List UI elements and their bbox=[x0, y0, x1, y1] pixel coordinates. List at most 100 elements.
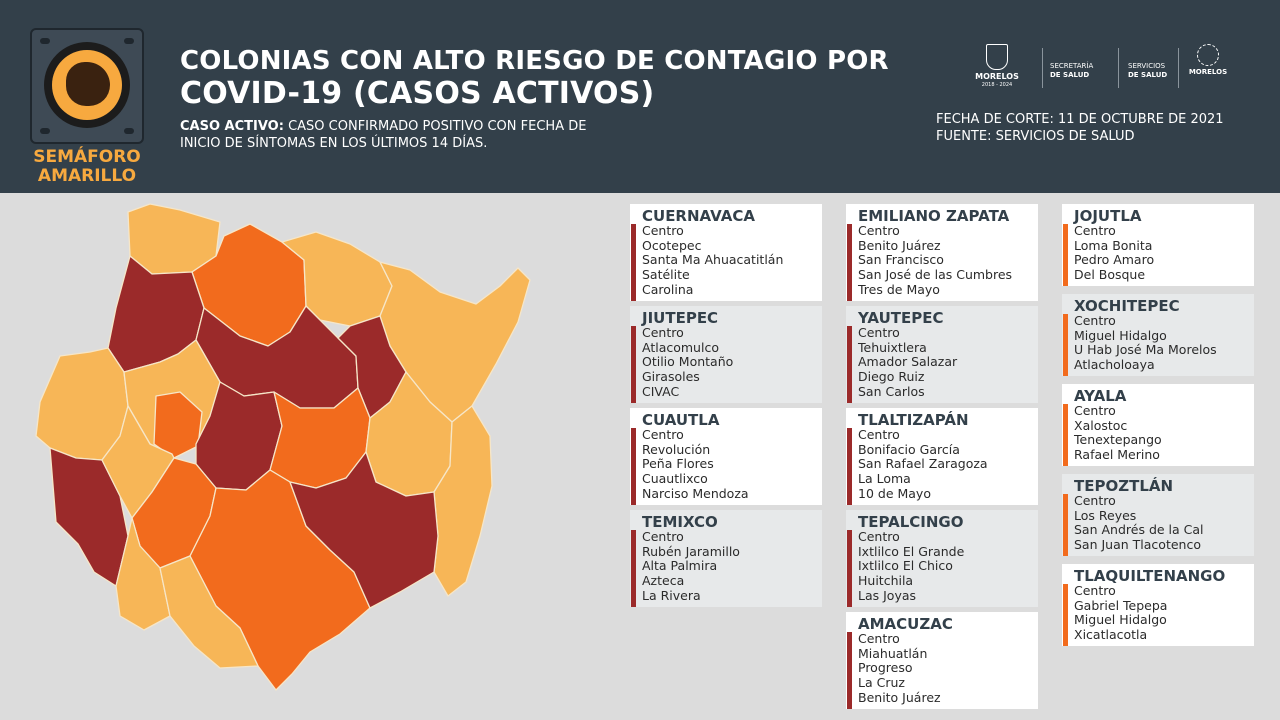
colonia-item: San Juan Tlacotenco bbox=[1074, 537, 1201, 553]
municipality-name: TEMIXCO bbox=[642, 513, 718, 531]
bolt-icon bbox=[40, 38, 50, 44]
map-region bbox=[289, 451, 439, 609]
definition-text: CASO ACTIVO: CASO CONFIRMADO POSITIVO CO… bbox=[180, 118, 700, 152]
colonia-item: Huitchila bbox=[858, 573, 914, 589]
colonia-item: Atlacholoaya bbox=[1074, 357, 1155, 373]
colonia-item: Peña Flores bbox=[642, 456, 714, 472]
semaforo-label: SEMÁFORO AMARILLO bbox=[10, 148, 164, 186]
colonia-item: Centro bbox=[858, 529, 900, 544]
colonia-item: Bonifacio García bbox=[858, 441, 960, 457]
title-line1: COLONIAS CON ALTO RIESGO DE CONTAGIO POR bbox=[180, 46, 889, 76]
definition-text-2: INICIO DE SÍNTOMAS EN LOS ÚLTIMOS 14 DÍA… bbox=[180, 136, 488, 151]
map-region bbox=[159, 555, 259, 669]
municipality-card-tepoztlan: TEPOZTLÁN Centro Los Reyes San Andrés de… bbox=[1062, 474, 1254, 556]
colonia-item: Del Bosque bbox=[1074, 267, 1146, 283]
colonia-item: Centro bbox=[642, 529, 684, 544]
municipality-name: CUERNAVACA bbox=[642, 207, 755, 225]
morelos-logo: MORELOS 2018 - 2024 bbox=[970, 44, 1024, 90]
servicios-logo: SERVICIOS DE SALUD bbox=[1128, 62, 1188, 80]
municipality-name: TLAQUILTENANGO bbox=[1074, 567, 1226, 585]
colonia-item: Centro bbox=[642, 325, 684, 340]
colonia-item: CIVAC bbox=[642, 383, 680, 399]
colonia-item: Centro bbox=[1074, 313, 1116, 328]
colonia-item: Centro bbox=[642, 223, 684, 238]
colonia-item: Ocotepec bbox=[642, 237, 702, 253]
municipality-card-tlaquiltenango: TLAQUILTENANGO Centro Gabriel Tepepa Mig… bbox=[1062, 564, 1254, 646]
colonia-item: Centro bbox=[642, 427, 684, 442]
flower-icon bbox=[1197, 44, 1219, 66]
definition-label: CASO ACTIVO: bbox=[180, 119, 284, 134]
colonia-item: Atlacomulco bbox=[642, 339, 719, 355]
page-title: COLONIAS CON ALTO RIESGO DE CONTAGIO POR… bbox=[180, 45, 900, 111]
municipality-card-ayala: AYALA Centro Xalostoc Tenextepango Rafae… bbox=[1062, 384, 1254, 466]
colonia-item: Pedro Amaro bbox=[1074, 252, 1155, 268]
colonia-item: La Cruz bbox=[858, 675, 905, 691]
colonia-item: Centro bbox=[1074, 493, 1116, 508]
secretaria-line1: SECRETARÍA bbox=[1050, 62, 1094, 70]
colonia-item: Azteca bbox=[642, 573, 685, 589]
colonia-item: Benito Juárez bbox=[858, 237, 941, 253]
colonia-item: Cuautlixco bbox=[642, 471, 708, 487]
colonia-item: Centro bbox=[1074, 583, 1116, 598]
municipality-name: AMACUZAC bbox=[858, 615, 953, 633]
colonia-item: Diego Ruiz bbox=[858, 369, 925, 385]
municipality-card-temixco: TEMIXCO Centro Rubén Jaramillo Alta Palm… bbox=[630, 510, 822, 607]
colonia-item: Miahuatlán bbox=[858, 645, 928, 661]
map-region bbox=[433, 405, 493, 597]
bolt-icon bbox=[40, 128, 50, 134]
colonia-item: Centro bbox=[858, 325, 900, 340]
map-region bbox=[101, 405, 175, 519]
municipality-name: JOJUTLA bbox=[1074, 207, 1142, 225]
colonia-item: Miguel Hidalgo bbox=[1074, 327, 1167, 343]
servicios-line2: DE SALUD bbox=[1128, 71, 1168, 79]
colonia-item: Satélite bbox=[642, 267, 690, 283]
morelos-crest-icon bbox=[986, 44, 1008, 70]
colonia-item: Miguel Hidalgo bbox=[1074, 612, 1167, 628]
colonia-item: Benito Juárez bbox=[858, 689, 941, 705]
logo-divider bbox=[1178, 48, 1179, 88]
colonia-item: 10 de Mayo bbox=[858, 485, 931, 501]
colonia-item: Gabriel Tepepa bbox=[1074, 597, 1168, 613]
colonia-item: U Hab José Ma Morelos bbox=[1074, 342, 1217, 358]
logo-divider bbox=[1042, 48, 1043, 88]
municipality-card-cuautla: CUAUTLA Centro Revolución Peña Flores Cu… bbox=[630, 408, 822, 505]
municipality-name: YAUTEPEC bbox=[858, 309, 944, 327]
colonia-item: Centro bbox=[1074, 223, 1116, 238]
secretaria-line2: DE SALUD bbox=[1050, 71, 1090, 79]
colonia-item: La Loma bbox=[858, 471, 911, 487]
colonia-item: Revolución bbox=[642, 441, 711, 457]
colonia-item: Los Reyes bbox=[1074, 507, 1137, 523]
colonia-item: Centro bbox=[1074, 403, 1116, 418]
municipality-card-tepalcingo: TEPALCINGO Centro Ixtlilco El Grande Ixt… bbox=[846, 510, 1038, 607]
municipality-name: TEPALCINGO bbox=[858, 513, 964, 531]
morelos-risk-map bbox=[35, 203, 531, 691]
colonia-item: Narciso Mendoza bbox=[642, 485, 749, 501]
morelos-silhouette-icon bbox=[66, 62, 110, 106]
secretaria-logo: SECRETARÍA DE SALUD bbox=[1050, 62, 1110, 80]
municipality-card-yautepec: YAUTEPEC Centro Tehuixtlera Amador Salaz… bbox=[846, 306, 1038, 403]
municipality-name: JIUTEPEC bbox=[642, 309, 719, 327]
date-source-info: FECHA DE CORTE: 11 DE OCTUBRE DE 2021 FU… bbox=[936, 111, 1256, 145]
colonia-item: San José de las Cumbres bbox=[858, 267, 1013, 283]
municipality-name: CUAUTLA bbox=[642, 411, 720, 429]
municipality-card-emiliano-zapata: EMILIANO ZAPATA Centro Benito Juárez San… bbox=[846, 204, 1038, 301]
colonia-item: Tehuixtlera bbox=[858, 339, 927, 355]
colonia-item: Las Joyas bbox=[858, 587, 917, 603]
colonia-item: Ixtlilco El Chico bbox=[858, 558, 953, 574]
definition-text-1: CASO CONFIRMADO POSITIVO CON FECHA DE bbox=[283, 119, 587, 134]
colonia-item: Rubén Jaramillo bbox=[642, 543, 740, 559]
semaforo-line2: AMARILLO bbox=[37, 166, 137, 186]
colonia-item: San Francisco bbox=[858, 252, 944, 268]
colonia-item: Rafael Merino bbox=[1074, 447, 1160, 463]
morelos-logo-text: MORELOS bbox=[975, 72, 1019, 81]
servicios-line1: SERVICIOS bbox=[1128, 62, 1166, 70]
municipality-card-cuernavaca: CUERNAVACA Centro Ocotepec Santa Ma Ahua… bbox=[630, 204, 822, 301]
municipality-card-jojutla: JOJUTLA Centro Loma Bonita Pedro Amaro D… bbox=[1062, 204, 1254, 286]
municipality-name: TEPOZTLÁN bbox=[1074, 477, 1174, 495]
colonia-item: Carolina bbox=[642, 281, 694, 297]
header-banner: SEMÁFORO AMARILLO COLONIAS CON ALTO RIES… bbox=[0, 0, 1280, 193]
colonia-item: Progreso bbox=[858, 660, 913, 676]
semaforo-line1: SEMÁFORO bbox=[33, 147, 141, 167]
municipality-name: AYALA bbox=[1074, 387, 1127, 405]
municipality-name: TLALTIZAPÁN bbox=[858, 411, 969, 429]
